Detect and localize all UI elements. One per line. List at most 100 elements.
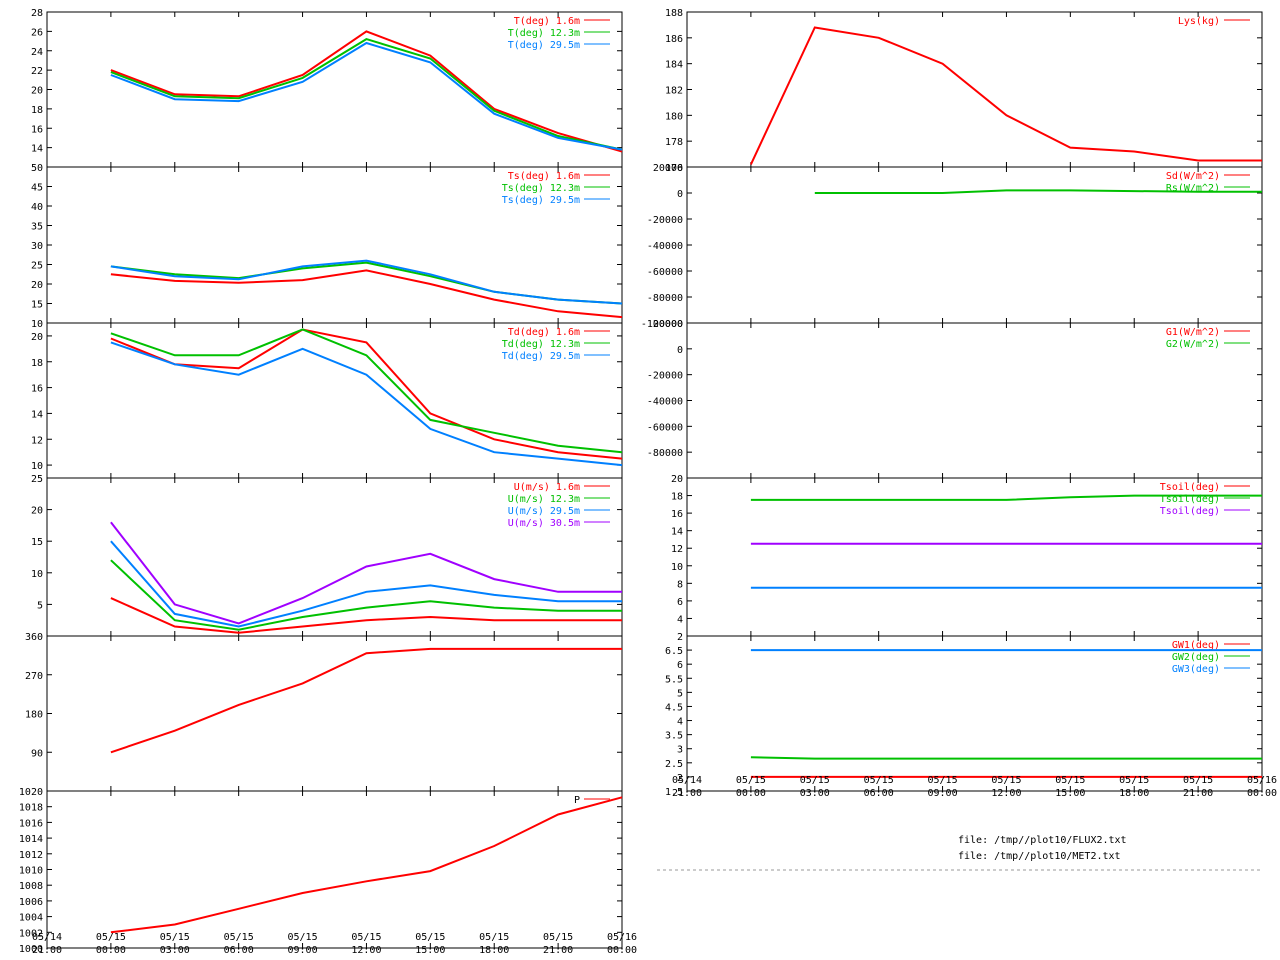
legend-label: Td(deg) 1.6m — [508, 327, 580, 338]
legend-label: G1(W/m^2) — [1166, 327, 1220, 338]
y-tick-label: 45 — [31, 183, 43, 194]
x-tick-time: 06:00 — [224, 945, 254, 956]
x-tick-time: 00:00 — [736, 788, 766, 799]
x-tick-time: 09:00 — [928, 788, 958, 799]
y-tick-label: 12 — [31, 435, 43, 446]
legend-label: U(m/s) 29.5m — [508, 506, 580, 517]
x-tick-date: 05/16 — [1247, 775, 1277, 786]
series-line-P-0 — [110, 796, 623, 934]
x-tick-time: 12:00 — [991, 788, 1021, 799]
x-tick-time: 09:00 — [288, 945, 318, 956]
y-tick-label: 1004 — [19, 913, 43, 924]
x-tick-date: 05/15 — [351, 932, 381, 943]
x-tick-date: 05/15 — [800, 775, 830, 786]
x-tick-date: 05/14 — [32, 932, 62, 943]
x-tick-time: 12:00 — [351, 945, 381, 956]
x-tick-time: 00:00 — [96, 945, 126, 956]
y-tick-label: 2 — [677, 632, 683, 643]
y-tick-label: 16 — [31, 124, 43, 135]
legend-label: Sd(W/m^2) — [1166, 171, 1220, 182]
y-tick-label: 5 — [677, 688, 683, 699]
series-line-Tsoil-1 — [750, 494, 1262, 501]
y-tick-label: 4 — [677, 717, 683, 728]
y-tick-label: 1002 — [19, 928, 43, 939]
y-tick-label: 15 — [31, 300, 43, 311]
y-tick-label: 1008 — [19, 881, 43, 892]
y-tick-label: 1016 — [19, 818, 43, 829]
y-tick-label: 1014 — [19, 834, 43, 845]
y-tick-label: 24 — [31, 47, 43, 58]
legend-label: GW1(deg) — [1172, 640, 1220, 651]
series-line-Dir-0 — [110, 647, 622, 754]
y-tick-label: 6.5 — [665, 646, 683, 657]
y-tick-label: 2.5 — [665, 759, 683, 770]
footer-file-line-1: file: /tmp//plot10/FLUX2.txt — [958, 835, 1127, 846]
y-tick-label: 8 — [677, 579, 683, 590]
footer: file: /tmp//plot10/FLUX2.txt file: /tmp/… — [657, 835, 1262, 871]
y-tick-label: 360 — [25, 632, 43, 643]
y-tick-label: 180 — [665, 111, 683, 122]
panel-T: 14 16 18 20 22 24 26 28 T(deg) 1.6mT(deg) 12.3mT… — [31, 8, 623, 168]
panel-Dir: 90 180 270 360 — [25, 632, 623, 792]
y-tick-label: 26 — [31, 27, 43, 38]
series-line-Lys-0 — [749, 26, 1262, 165]
x-tick-date: 05/15 — [224, 932, 254, 943]
series-line-T-1 — [110, 38, 623, 151]
y-tick-label: 1.5 — [665, 787, 683, 798]
y-tick-label: 180 — [25, 710, 43, 721]
legend-label: Tsoil(deg) — [1160, 506, 1220, 517]
y-tick-label: -100000 — [641, 319, 683, 330]
y-tick-label: 18 — [31, 105, 43, 116]
x-tick-date: 05/15 — [1183, 775, 1213, 786]
x-tick-time: 15:00 — [1055, 788, 1085, 799]
legend-label: Tsoil(deg) — [1160, 494, 1220, 505]
legend-label: U(m/s) 1.6m — [514, 482, 580, 493]
legend-label: GW3(deg) — [1172, 664, 1220, 675]
y-tick-label: 4 — [677, 614, 683, 625]
y-tick-label: 6 — [677, 597, 683, 608]
x-tick-date: 05/14 — [672, 775, 702, 786]
panel-P: 1000 1002 1004 1006 1008 1010 1012 1014 1016 1018… — [19, 787, 623, 955]
x-tick-date: 05/15 — [288, 932, 318, 943]
series-line-GW-1 — [750, 756, 1262, 760]
y-tick-label: 3 — [677, 745, 683, 756]
panel-frame — [46, 635, 623, 792]
y-tick-label: -60000 — [647, 267, 683, 278]
y-tick-label: 10 — [31, 319, 43, 330]
legend-label: Ts(deg) 29.5m — [502, 195, 580, 206]
x-tick-date: 05/15 — [1119, 775, 1149, 786]
legend-label: Ts(deg) 12.3m — [502, 183, 580, 194]
y-tick-label: 28 — [31, 8, 43, 19]
legend-label: Td(deg) 12.3m — [502, 339, 580, 350]
y-tick-label: 22 — [31, 66, 43, 77]
y-tick-label: -60000 — [647, 422, 683, 433]
y-tick-label: 15 — [31, 537, 43, 548]
legend-label: GW2(deg) — [1172, 652, 1220, 663]
y-tick-label: 14 — [31, 409, 43, 420]
y-tick-label: 5.5 — [665, 674, 683, 685]
panel-GW: 1.5 2 2.5 3 3.5 4 4.5 5 5.5 6 6.5 GW1(deg)GW2(deg)G… — [665, 635, 1263, 798]
x-tick-date: 05/15 — [736, 775, 766, 786]
x-tick-date: 05/15 — [543, 932, 573, 943]
y-tick-label: -20000 — [647, 215, 683, 226]
x-tick-date: 05/15 — [928, 775, 958, 786]
legend-label: Ts(deg) 1.6m — [508, 171, 580, 182]
x-tick-time: 21:00 — [543, 945, 573, 956]
y-tick-label: 30 — [31, 241, 43, 252]
y-tick-label: 16 — [671, 509, 683, 520]
series-line-U-2 — [110, 540, 622, 628]
y-tick-label: 1012 — [19, 850, 43, 861]
y-tick-label: -80000 — [647, 293, 683, 304]
y-tick-label: -40000 — [647, 241, 683, 252]
legend-label: Tsoil(deg) — [1160, 482, 1220, 493]
panel-G: -80000 -60000 -40000 -20000 0 20000 G1(W/m^2)G… — [647, 319, 1263, 479]
y-tick-label: 188 — [665, 8, 683, 19]
series-line-Td-1 — [110, 328, 623, 454]
x-tick-date: 05/15 — [991, 775, 1021, 786]
y-tick-label: 20000 — [653, 319, 683, 330]
y-tick-label: 35 — [31, 222, 43, 233]
legend-label: Rs(W/m^2) — [1166, 183, 1220, 194]
y-tick-label: 20 — [31, 332, 43, 343]
y-tick-label: 184 — [665, 60, 683, 71]
